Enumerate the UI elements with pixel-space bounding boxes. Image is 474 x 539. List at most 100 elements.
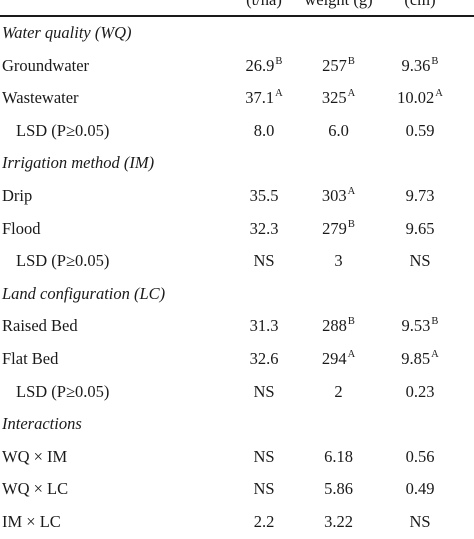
value-text: 32.6: [249, 348, 279, 368]
value-text: 0.56: [405, 446, 435, 466]
value-cell: 9.65: [385, 213, 455, 246]
value-cell: NS: [234, 473, 294, 506]
value-text: 0.23: [405, 381, 435, 401]
value-text: NS: [253, 446, 275, 466]
value-text: 9.53: [401, 316, 431, 336]
value-text: 303: [321, 185, 347, 205]
table-row: Raised Bed 31.3 288B 9.53 B: [0, 310, 474, 343]
value-cell: 32.3: [234, 213, 294, 246]
value-text: NS: [409, 511, 431, 531]
value-cell: 26.9B: [234, 50, 294, 86]
section-title: Interactions: [2, 414, 82, 434]
section-title: Land configuration (LC): [2, 283, 166, 303]
value-text: 32.3: [249, 218, 279, 238]
value-cell: NS: [385, 506, 455, 539]
value-text: 26.9: [245, 55, 275, 75]
value-cell: 0.49: [385, 473, 455, 506]
value-text: 3.22: [324, 511, 353, 531]
value-cell: NS: [234, 376, 294, 409]
row-label: IM × LC: [2, 511, 61, 531]
row-label: Drip: [2, 185, 33, 205]
table-body: Water quality (WQ) Groundwater 26.9B 257B 9.…: [0, 17, 474, 539]
section-row: Interactions: [0, 408, 474, 441]
value-cell: 32.6: [234, 343, 294, 376]
value-text: NS: [253, 479, 275, 499]
table-row: Groundwater 26.9B 257B 9.36B: [0, 50, 474, 83]
row-label: LSD (P≥0.05): [16, 381, 110, 401]
table-row: LSD (P≥0.05) NS 3 NS: [0, 245, 474, 278]
value-text: 6.18: [324, 446, 353, 466]
section-title: Irrigation method (IM): [2, 153, 155, 173]
value-text: 0.59: [405, 120, 435, 140]
value-cell: 3: [301, 245, 376, 278]
value-cell: 9.73: [385, 180, 455, 213]
value-cell: 257B: [301, 50, 376, 86]
value-text: 37.1: [245, 88, 275, 108]
table-row: Wastewater 37.1A 325A 10.02A: [0, 82, 474, 115]
row-label: Flat Bed: [2, 348, 59, 368]
significance-letter: B: [347, 55, 355, 67]
value-cell: 2: [301, 376, 376, 409]
value-cell: 3.22: [301, 506, 376, 539]
row-label: WQ × IM: [2, 446, 68, 466]
value-cell: 2.2: [234, 506, 294, 539]
significance-letter: A: [431, 348, 439, 360]
header-col-length: (cm): [385, 0, 455, 15]
table-row: Flat Bed 32.6 294A 9.85A: [0, 343, 474, 376]
row-label: Raised Bed: [2, 316, 78, 336]
section-title: Water quality (WQ): [2, 23, 132, 42]
value-cell: NS: [234, 245, 294, 278]
value-cell: 279B: [301, 213, 376, 249]
value-text: 279: [322, 218, 347, 238]
value-cell: 294A: [301, 343, 376, 379]
value-text: NS: [253, 251, 275, 271]
value-text: 5.86: [324, 479, 353, 499]
value-text: NS: [409, 251, 431, 271]
value-cell: 303A: [301, 180, 376, 216]
section-row: Irrigation method (IM): [0, 147, 474, 180]
value-cell: NS: [234, 441, 294, 474]
header-row: (t/ha) weight (g) (cm): [0, 0, 474, 15]
row-label: LSD (P≥0.05): [16, 120, 110, 140]
row-label: Groundwater: [2, 55, 90, 75]
table-row: IM × LC 2.2 3.22 NS: [0, 506, 474, 539]
value-text: 294: [321, 348, 347, 368]
value-text: NS: [253, 381, 275, 401]
table-row: Flood 32.3 279B 9.65: [0, 213, 474, 246]
value-text: 2.2: [253, 511, 275, 531]
value-cell: 0.56: [385, 441, 455, 474]
value-text: 35.5: [249, 185, 279, 205]
value-cell: 288B: [301, 310, 376, 346]
significance-letter: A: [347, 88, 356, 100]
value-text: 0.49: [405, 479, 435, 499]
value-cell: 35.5: [234, 180, 294, 213]
value-text: 2: [334, 381, 343, 401]
value-cell: 6.0: [301, 115, 376, 148]
section-row: Land configuration (LC): [0, 278, 474, 311]
value-cell: 325A: [301, 82, 376, 118]
value-cell: 37.1A: [234, 82, 294, 118]
significance-letter: B: [275, 55, 283, 67]
value-text: 9.65: [405, 218, 435, 238]
section-row: Water quality (WQ): [0, 17, 474, 50]
value-cell: 10.02A: [385, 82, 455, 118]
row-label: Wastewater: [2, 88, 79, 108]
significance-letter: B: [347, 316, 355, 328]
value-text: 9.85: [401, 348, 431, 368]
header-rule: [0, 15, 474, 17]
row-label: LSD (P≥0.05): [16, 251, 110, 271]
value-text: 31.3: [249, 316, 279, 336]
value-cell: 0.59: [385, 115, 455, 148]
significance-letter: A: [347, 348, 356, 360]
header-col-weight: weight (g): [301, 0, 376, 15]
significance-letter: B: [347, 218, 355, 230]
value-text: 325: [321, 88, 347, 108]
value-cell: 31.3: [234, 310, 294, 343]
table-row: LSD (P≥0.05) 8.0 6.0 0.59: [0, 115, 474, 148]
value-text: 3: [334, 251, 343, 271]
table-row: WQ × LC NS 5.86 0.49: [0, 473, 474, 506]
significance-letter: B: [431, 55, 439, 67]
value-cell: 8.0: [234, 115, 294, 148]
value-cell: 0.23: [385, 376, 455, 409]
